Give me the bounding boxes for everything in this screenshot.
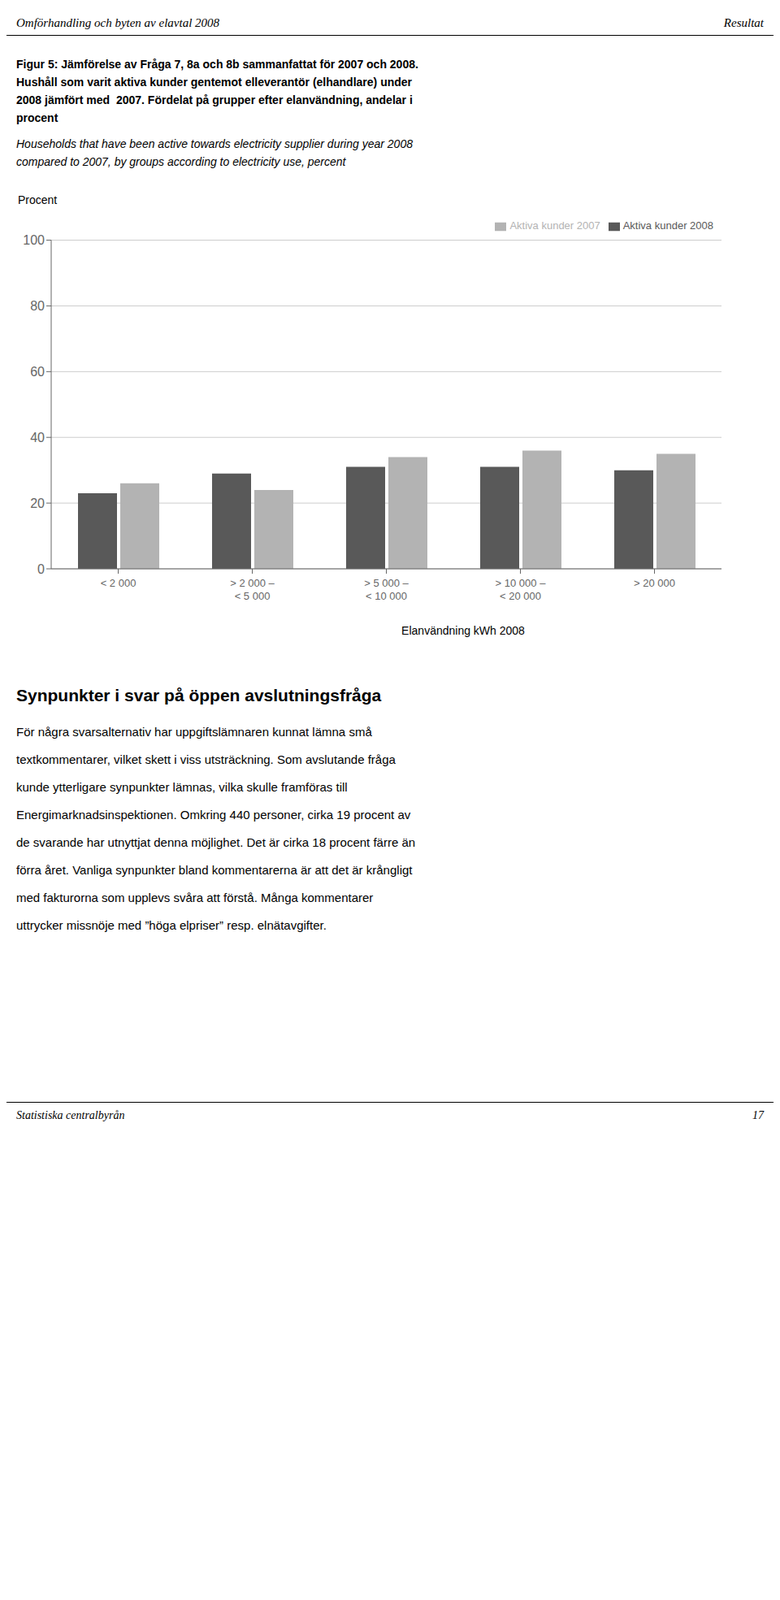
- html-text:Energimarknadsinspektionen. Om: Energimarknadsinspektionen. Omkring 440 …: [16, 807, 411, 822]
- html-text:med fakturorna som upplevs svå: med fakturorna som upplevs svåra att för…: [16, 890, 374, 905]
- html-text:2008 jämfört med 2007. Fördela: 2008 jämfört med 2007. Fördelat på grupp…: [16, 93, 413, 107]
- svg-text:0: 0: [37, 562, 45, 577]
- svg-text:60: 60: [30, 364, 45, 379]
- html-text:Omförhandling och byten av ela: Omförhandling och byten av elavtal 2008: [16, 16, 220, 30]
- svg-text:> 20 000: > 20 000: [633, 576, 676, 590]
- svg-text:80: 80: [30, 299, 45, 313]
- svg-text:> 10 000 –< 20 000: > 10 000 –< 20 000: [495, 576, 547, 603]
- html-text:Resultat: Resultat: [723, 16, 764, 30]
- html-text:kunde ytterligare synpunkter l: kunde ytterligare synpunkter lämnas, vil…: [16, 780, 348, 794]
- svg-text:20: 20: [30, 496, 45, 511]
- html-text:17: 17: [752, 1109, 764, 1122]
- html-text:Aktiva kunder 2007: Aktiva kunder 2007: [509, 219, 601, 232]
- svg-text:40: 40: [30, 430, 45, 445]
- html-text:Procent: Procent: [17, 193, 58, 207]
- svg-text:100: 100: [22, 233, 45, 247]
- html-text:Aktiva kunder 2008: Aktiva kunder 2008: [622, 219, 714, 232]
- html-text:Elanvändning kWh 2008: Elanvändning kWh 2008: [401, 624, 525, 637]
- html-text:de svarande har utnyttjat denn: de svarande har utnyttjat denna möjlighe…: [16, 835, 416, 850]
- html-text:För några svarsalternativ har: För några svarsalternativ har uppgiftslä…: [16, 724, 372, 739]
- html-text:Synpunkter i svar på öppen avs: Synpunkter i svar på öppen avslutningsfr…: [16, 685, 382, 705]
- svg-text:< 2 000: < 2 000: [100, 576, 137, 590]
- svg-text:> 5 000 –< 10 000: > 5 000 –< 10 000: [364, 576, 409, 603]
- html-text:Households that have been acti: Households that have been active towards…: [16, 137, 413, 151]
- svg-text:> 2 000 –< 5 000: > 2 000 –< 5 000: [229, 576, 275, 603]
- html-text:Figur 5: Jämförelse av Fråga 7: Figur 5: Jämförelse av Fråga 7, 8a och 8…: [16, 57, 419, 71]
- html-text:Hushåll som varit aktiva kunde: Hushåll som varit aktiva kunder gentemot…: [16, 75, 412, 89]
- html-text:compared to 2007, by groups ac: compared to 2007, by groups according to…: [16, 155, 346, 169]
- html-text:förra året. Vanliga synpunkter: förra året. Vanliga synpunkter bland kom…: [16, 862, 413, 877]
- html-text:textkommentarer, vilket skett: textkommentarer, vilket skett i viss uts…: [16, 752, 396, 767]
- html-text:uttrycker missnöje med ”höga e: uttrycker missnöje med ”höga elpriser” r…: [16, 918, 327, 932]
- html-text:Statistiska centralbyrån: Statistiska centralbyrån: [16, 1109, 125, 1122]
- html-text:procent: procent: [16, 111, 58, 125]
